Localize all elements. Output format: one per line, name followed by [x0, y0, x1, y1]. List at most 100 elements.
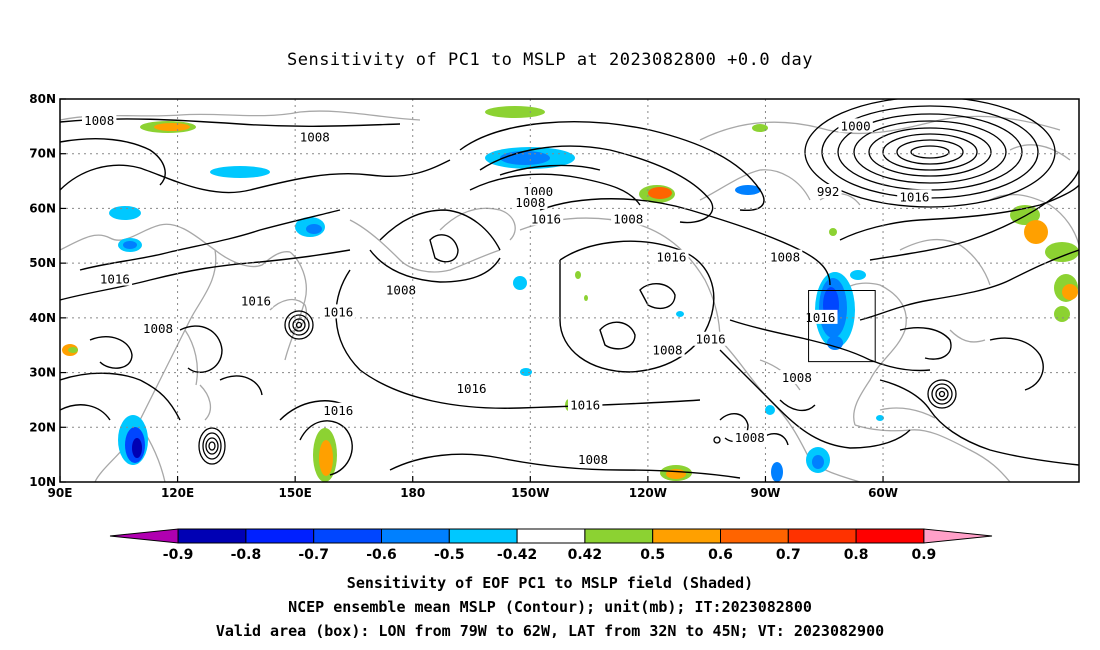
- colorbar-label: -0.7: [298, 547, 329, 563]
- colorbar-label: -0.6: [366, 547, 397, 563]
- contour-label-bg: [897, 189, 932, 204]
- contour-label: 992: [817, 184, 840, 199]
- plot-frame: [59, 98, 1080, 483]
- colorbar-segment: [720, 528, 789, 544]
- colorbar-label: 0.9: [911, 547, 936, 563]
- lat-tick-label: 50N: [29, 256, 56, 270]
- lat-tick-label: 60N: [29, 201, 56, 215]
- lon-tick-label: 90W: [750, 486, 780, 500]
- contour-label: 1000: [841, 118, 871, 133]
- colorbar-segment: [177, 528, 247, 544]
- contour-label: 1016: [323, 403, 353, 418]
- contour-label: 1016: [323, 304, 353, 319]
- colorbar-label: -0.5: [434, 547, 465, 563]
- contour-label-bg: [732, 430, 767, 445]
- axis-ticks: 90E 120E 150E 180 150W 120W 90W 60W 80N 70N 60N 50N…: [29, 92, 898, 500]
- contour-label: 1008: [84, 113, 114, 128]
- contour-label: 1016: [899, 189, 929, 204]
- contour-label-bg: [140, 320, 176, 335]
- contour-label-bg: [321, 304, 356, 319]
- sensitivity-shading: [62, 106, 1079, 482]
- contour-label: 1016: [100, 272, 130, 287]
- colorbar-label: 0.8: [844, 547, 869, 563]
- colorbar-segment: [584, 528, 654, 544]
- valid-area-box: [808, 290, 876, 363]
- contour-label-bg: [383, 282, 419, 297]
- contour-label: 1008: [143, 321, 173, 336]
- colorbar-segment: [448, 528, 518, 544]
- contour-label-bg: [297, 129, 332, 144]
- low-pressure-center: [804, 99, 1056, 208]
- lon-tick-label: 90E: [48, 486, 73, 500]
- contour-label-bg: [97, 271, 133, 286]
- map-title: Sensitivity of PC1 to MSLP at 2023082800…: [286, 50, 813, 70]
- colorbar-segment: [381, 528, 450, 544]
- contour-label-bg: [575, 452, 611, 467]
- colorbar-segment: [652, 528, 722, 544]
- contour-label-bg: [528, 211, 564, 226]
- colorbar-arrow-low: [109, 528, 179, 544]
- contour-label-bg: [693, 331, 728, 346]
- contour-label-bg: [650, 342, 685, 357]
- lon-tick-label: 150E: [279, 486, 312, 500]
- contour-label: 1008: [300, 129, 330, 144]
- colorbar-segment: [516, 528, 586, 544]
- colorbar-segment: [245, 528, 315, 544]
- contour-label-bg: [803, 309, 838, 324]
- contour-label-bg: [567, 397, 603, 412]
- caption-line-1: Sensitivity of EOF PC1 to MSLP field (Sh…: [346, 574, 754, 592]
- colorbar-label: 0.6: [708, 547, 733, 563]
- mslp-contours: [60, 118, 1079, 479]
- contour-label-bg: [838, 118, 873, 133]
- small-lows: [198, 310, 957, 465]
- contour-label-bg: [238, 293, 274, 308]
- colorbar-label: -0.9: [163, 547, 194, 563]
- lon-tick-label: 120E: [161, 486, 194, 500]
- colorbar-segment: [787, 528, 857, 544]
- lat-tick-label: 80N: [29, 92, 56, 106]
- contour-label-bg: [321, 402, 356, 417]
- contour-label: 1008: [770, 250, 800, 265]
- colorbar-label: -0.8: [231, 547, 262, 563]
- contour-label: 1016: [456, 381, 486, 396]
- contour-label-bg: [814, 184, 842, 199]
- contour-label: 1016: [805, 310, 835, 325]
- contour-label: 1008: [782, 370, 812, 385]
- lon-tick-label: 180: [400, 486, 425, 500]
- contour-label: 1016: [241, 293, 271, 308]
- contour-label: 1008: [735, 430, 765, 445]
- contour-label: 1008: [515, 195, 545, 210]
- lat-tick-label: 70N: [29, 147, 56, 161]
- contour-label: 1008: [578, 452, 608, 467]
- contour-label: 1008: [613, 211, 643, 226]
- caption-line-3: Valid area (box): LON from 79W to 62W, L…: [215, 622, 885, 640]
- contour-label-bg: [513, 194, 548, 209]
- contour-label-bg: [520, 184, 556, 199]
- contour-label-bg: [611, 211, 646, 226]
- lon-tick-label: 120W: [629, 486, 667, 500]
- lon-tick-label: 150W: [511, 486, 549, 500]
- contour-label-bg: [767, 249, 803, 264]
- caption-line-2: NCEP ensemble mean MSLP (Contour); unit(…: [288, 598, 812, 616]
- contour-label-bg: [454, 380, 489, 395]
- colorbar-label: -0.42: [497, 547, 537, 563]
- contour-label: 1008: [652, 343, 682, 358]
- contour-label: 1008: [386, 283, 416, 298]
- contour-label: 1016: [531, 211, 561, 226]
- contour-label: 1016: [656, 250, 686, 265]
- contour-label: 1016: [570, 397, 600, 412]
- lat-tick-label: 40N: [29, 311, 56, 325]
- colorbar-label: 0.7: [776, 547, 801, 563]
- lon-tick-label: 60W: [868, 486, 898, 500]
- colorbar-arrow-high: [923, 528, 993, 544]
- contour-label-bg: [81, 112, 117, 127]
- contour-label-bg: [654, 249, 689, 264]
- lat-tick-label: 20N: [29, 420, 56, 434]
- lat-tick-label: 10N: [29, 475, 56, 489]
- colorbar: -0.9 -0.8 -0.7 -0.6 -0.5 -0.42 0.42 0.5 0.6 0.7 0.…: [109, 528, 993, 563]
- contour-label-bg: [779, 370, 815, 385]
- colorbar-label: 0.42: [568, 547, 603, 563]
- colorbar-label: 0.5: [640, 547, 665, 563]
